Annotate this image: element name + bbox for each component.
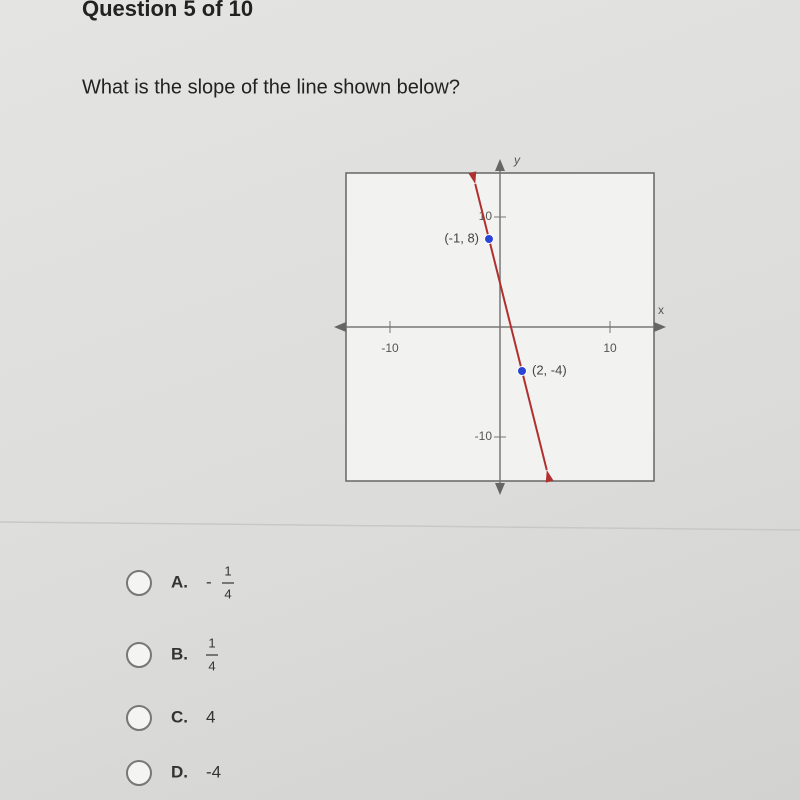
line-extension [474, 183, 490, 240]
axis-arrow [654, 322, 666, 332]
divider [0, 521, 800, 531]
line-extension [521, 370, 548, 471]
point [517, 366, 527, 376]
choice-numerator: 1 [208, 635, 215, 650]
point-label: (-1, 8) [444, 230, 479, 245]
y-axis-label: y [513, 153, 521, 167]
axis-arrow [334, 322, 346, 332]
axis-arrow [495, 159, 505, 171]
radio-button[interactable] [126, 570, 152, 596]
choice-letter: A. [171, 572, 188, 591]
choice-denominator: 4 [208, 658, 215, 673]
radio-button[interactable] [126, 705, 152, 731]
line-arrow [545, 470, 554, 483]
radio-button[interactable] [126, 760, 152, 786]
choice-text: -4 [206, 762, 221, 781]
choice-letter: D. [171, 762, 188, 781]
question-text: What is the slope of the line shown belo… [82, 76, 460, 98]
point [484, 234, 494, 244]
choice-sign: - [206, 572, 212, 591]
y-tick-label: -10 [475, 429, 493, 443]
choice-letter: B. [171, 644, 188, 663]
line-arrow [468, 171, 477, 184]
point-label: (2, -4) [532, 362, 567, 377]
x-tick-label: 10 [603, 341, 617, 355]
question-counter: Question 5 of 10 [82, 0, 253, 21]
x-tick-label: -10 [381, 341, 399, 355]
line [488, 238, 523, 372]
choice-numerator: 1 [224, 563, 231, 578]
axis-arrow [495, 483, 505, 495]
choice-text: 4 [206, 707, 215, 726]
choice-denominator: 4 [224, 586, 231, 601]
choice-letter: C. [171, 707, 188, 726]
choices: A. -14B.14C. 4D. -4 [126, 563, 234, 786]
radio-button[interactable] [126, 642, 152, 668]
x-axis-label: x [658, 303, 664, 317]
